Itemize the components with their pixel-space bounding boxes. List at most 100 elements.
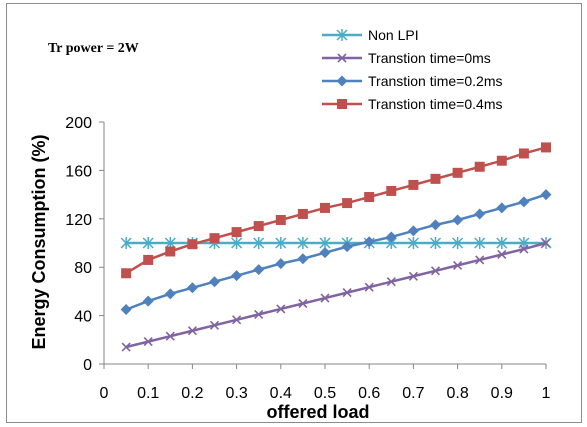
- legend-marker: [337, 53, 347, 63]
- legend-item: Transtion time=0.4ms: [322, 96, 502, 112]
- data-point: [518, 196, 530, 208]
- data-point: [496, 155, 507, 166]
- series-3: [120, 189, 552, 316]
- data-point: [408, 179, 419, 190]
- data-point: [363, 236, 375, 248]
- data-point: [496, 202, 508, 214]
- series-2: [121, 238, 551, 352]
- y-tick-label: 160: [65, 163, 92, 180]
- legend-marker: [337, 99, 347, 109]
- legend-label: Non LPI: [368, 27, 419, 43]
- data-point: [518, 148, 529, 159]
- data-point: [320, 293, 330, 303]
- data-point: [186, 282, 198, 294]
- x-axis-title: offered load: [266, 402, 369, 422]
- x-tick-label: 0.3: [225, 385, 247, 402]
- data-point: [297, 253, 309, 265]
- data-point: [254, 309, 264, 319]
- y-tick-label: 0: [83, 357, 92, 374]
- data-point: [474, 208, 486, 220]
- x-tick-label: 0.5: [314, 385, 336, 402]
- data-point: [541, 238, 551, 248]
- data-point: [231, 227, 242, 238]
- data-point: [231, 270, 243, 282]
- series-line: [125, 241, 547, 349]
- data-point: [319, 237, 331, 249]
- legend-label: Transtion time=0ms: [368, 50, 491, 66]
- data-point: [320, 202, 330, 213]
- data-point: [231, 237, 243, 249]
- data-point: [298, 298, 308, 309]
- legend-item: Transtion time=0ms: [322, 50, 491, 66]
- legend-marker: [336, 75, 348, 87]
- data-point: [319, 247, 331, 259]
- data-point: [475, 255, 485, 265]
- data-point: [297, 208, 308, 219]
- data-point: [474, 237, 486, 249]
- data-point: [209, 276, 220, 288]
- legend-item: Transtion time=0.2ms: [322, 73, 502, 89]
- data-point: [276, 304, 286, 314]
- data-point: [120, 304, 132, 316]
- data-point: [164, 288, 176, 300]
- data-point: [232, 315, 242, 325]
- x-tick-label: 0.4: [270, 385, 292, 402]
- data-point: [474, 161, 485, 172]
- legend-label: Transtion time=0.2ms: [368, 73, 502, 89]
- x-tick-label: 1: [542, 385, 551, 402]
- data-point: [165, 331, 175, 341]
- data-point: [187, 326, 197, 336]
- data-point: [452, 214, 464, 226]
- x-tick-label: 0.2: [181, 385, 203, 402]
- y-tick-label: 40: [74, 309, 92, 326]
- data-point: [253, 237, 265, 249]
- series-layer: [120, 142, 552, 352]
- data-point: [342, 198, 353, 209]
- data-point: [430, 266, 441, 276]
- data-point: [143, 254, 154, 265]
- data-point: [386, 185, 397, 196]
- data-point: [142, 237, 154, 249]
- x-tick-label: 0.7: [402, 385, 424, 402]
- legend-marker: [336, 29, 348, 41]
- data-point: [541, 142, 551, 153]
- y-tick-label: 200: [65, 115, 92, 132]
- y-tick-label: 120: [65, 212, 92, 229]
- data-point: [121, 342, 131, 352]
- data-point: [253, 264, 265, 276]
- data-point: [341, 241, 353, 253]
- data-point: [519, 244, 529, 254]
- data-point: [407, 225, 419, 237]
- data-point: [142, 295, 154, 307]
- data-point: [165, 246, 176, 257]
- data-point: [120, 237, 132, 249]
- data-point: [430, 219, 441, 231]
- data-point: [275, 237, 287, 249]
- data-point: [253, 221, 264, 232]
- x-tick-label: 0.9: [491, 385, 513, 402]
- data-point: [385, 231, 397, 243]
- x-tick-label: 0: [100, 385, 109, 402]
- data-point: [209, 320, 220, 330]
- data-point: [540, 189, 552, 201]
- chart-annotation: Tr power = 2W: [48, 41, 139, 56]
- series-4: [121, 142, 551, 279]
- data-point: [497, 249, 507, 260]
- y-axis-title: Energy Consumption (%): [29, 134, 49, 349]
- data-point: [342, 288, 352, 298]
- y-ticks: 0 40 80 120 160 200: [65, 115, 104, 374]
- data-point: [496, 237, 508, 249]
- data-point: [408, 271, 418, 281]
- data-point: [187, 239, 198, 250]
- data-point: [430, 173, 441, 184]
- legend: Non LPI Transtion time=0ms Transtion time=…: [322, 27, 502, 112]
- data-point: [452, 237, 464, 249]
- y-tick-label: 80: [74, 260, 92, 277]
- data-point: [275, 258, 287, 270]
- data-point: [364, 192, 375, 203]
- data-point: [364, 282, 374, 292]
- data-point: [297, 237, 309, 249]
- x-tick-label: 0.1: [137, 385, 159, 402]
- data-point: [452, 167, 463, 178]
